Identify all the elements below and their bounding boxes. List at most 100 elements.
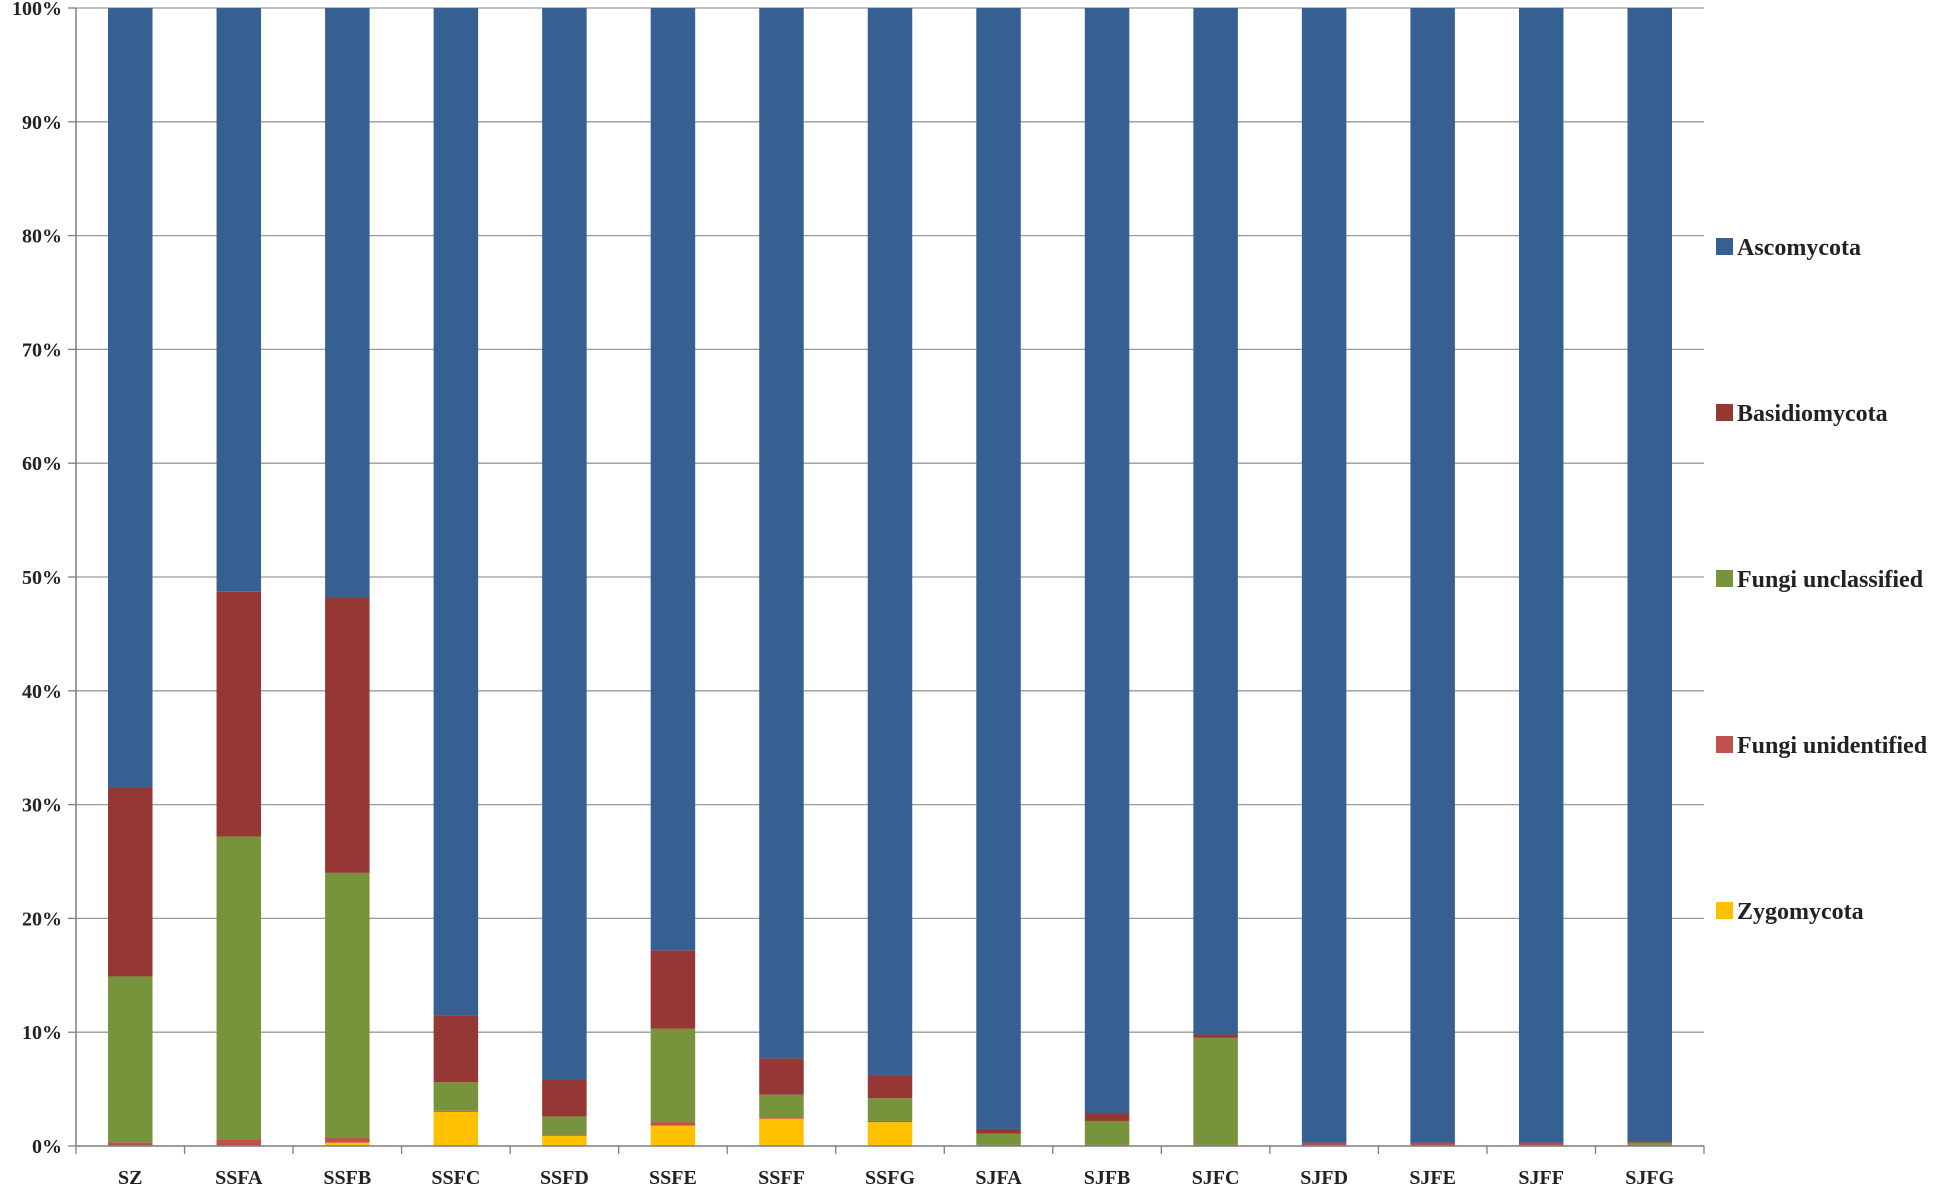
bar-segment-basidiomycota: [1193, 1034, 1238, 1038]
legend-swatch: [1716, 404, 1733, 421]
bar-segment-fungi-unclassified: [1627, 1142, 1672, 1145]
bar-segment-ascomycota: [216, 8, 262, 592]
bar-segment-basidiomycota: [1410, 1142, 1455, 1144]
x-tick-label: SSFC: [431, 1167, 480, 1189]
legend-label: Ascomycota: [1737, 235, 1861, 261]
x-tick-label: SJFF: [1518, 1167, 1564, 1189]
x-axis-tick-labels: SZ SSFA SSFB SSFC SSFD SSFE SSFF SSFG SJFA SJFB SJ…: [118, 1167, 1675, 1189]
legend-label: Basidiomycota: [1737, 401, 1888, 427]
bar-segment-basidiomycota: [216, 591, 262, 837]
x-tick-label: SJFG: [1625, 1167, 1674, 1189]
bar-segment-fungi-unclassified: [216, 836, 262, 1140]
bar-segment-zygomycota: [759, 1118, 804, 1146]
bar-segment-basidiomycota: [867, 1075, 913, 1099]
x-tick-label: SSFA: [215, 1167, 263, 1189]
bar-segment-ascomycota: [1627, 8, 1672, 1142]
x-tick-label: SJFD: [1300, 1167, 1348, 1189]
legend-label: Fungi unidentified: [1737, 733, 1928, 759]
legend: Ascomycota Basidiomycota Fungi unclassifie…: [1716, 235, 1928, 925]
x-tick-label: SSFB: [323, 1167, 371, 1189]
y-tick-label: 10%: [22, 1022, 62, 1044]
bar-segment-ascomycota: [976, 8, 1021, 1129]
bar-segment-basidiomycota: [1084, 1112, 1130, 1121]
bar-segment-fungi-unclassified: [108, 976, 153, 1143]
bar-segment-basidiomycota: [433, 1015, 479, 1083]
x-tick-label: SSFE: [649, 1167, 697, 1189]
bar-segment-fungi-unclassified: [325, 872, 370, 1139]
bar-segment-fungi-unidentified: [108, 1142, 153, 1146]
bar-segment-fungi-unclassified: [976, 1133, 1021, 1145]
bar-segment-basidiomycota: [542, 1079, 587, 1117]
bar-segment-zygomycota: [650, 1125, 696, 1146]
bar-segment-zygomycota: [325, 1142, 370, 1146]
y-tick-label: 0%: [32, 1136, 62, 1158]
bar-segment-fungi-unidentified: [650, 1122, 696, 1126]
bar-segment-basidiomycota: [108, 787, 153, 977]
bar-segment-ascomycota: [1084, 8, 1130, 1113]
bar-segment-ascomycota: [867, 8, 913, 1076]
bar-segment-fungi-unidentified: [867, 1120, 913, 1123]
y-tick-label: 30%: [22, 795, 62, 817]
bar-segment-ascomycota: [108, 8, 153, 788]
x-tick-label: SSFF: [758, 1167, 805, 1189]
bar-segment-ascomycota: [1193, 8, 1238, 1035]
x-tick-label: SJFA: [975, 1167, 1022, 1189]
bar-segment-fungi-unidentified: [325, 1138, 370, 1143]
bar-segment-ascomycota: [1518, 8, 1564, 1143]
y-tick-label: 90%: [22, 112, 62, 134]
y-tick-label: 60%: [22, 453, 62, 475]
bar-segment-basidiomycota: [1518, 1142, 1564, 1144]
bar-segment-ascomycota: [650, 8, 696, 951]
bar-segment-fungi-unidentified: [433, 1110, 479, 1112]
bar-segment-fungi-unclassified: [433, 1082, 479, 1111]
legend-swatch: [1716, 736, 1733, 753]
bar-segment-basidiomycota: [325, 597, 370, 873]
axes: [68, 7, 1705, 1154]
bar-segment-fungi-unclassified: [867, 1098, 913, 1121]
bar-segment-zygomycota: [867, 1122, 913, 1146]
y-axis-tick-labels: 0% 10% 20% 30% 40% 50% 60% 70% 80% 90% 100%: [12, 0, 62, 1158]
bar-segment-fungi-unidentified: [1518, 1143, 1564, 1146]
bar-segment-fungi-unclassified: [759, 1094, 804, 1118]
bar-segment-fungi-unclassified: [542, 1116, 587, 1135]
bar-segment-basidiomycota: [650, 950, 696, 1029]
y-tick-label: 70%: [22, 339, 62, 361]
x-tick-label: SJFE: [1409, 1167, 1456, 1189]
x-tick-label: SZ: [118, 1167, 142, 1189]
x-tick-label: SJFB: [1084, 1167, 1131, 1189]
bar-segment-ascomycota: [325, 8, 370, 598]
x-tick-label: SSFD: [540, 1167, 589, 1189]
legend-label: Fungi unclassified: [1737, 567, 1924, 593]
bar-segment-ascomycota: [1410, 8, 1455, 1143]
bar-segment-ascomycota: [433, 8, 479, 1016]
bar-segment-basidiomycota: [1301, 1142, 1347, 1144]
bar-segment-ascomycota: [1301, 8, 1347, 1143]
y-tick-label: 100%: [12, 0, 62, 20]
bar-segment-fungi-unidentified: [1410, 1143, 1455, 1146]
bar-segment-basidiomycota: [1627, 1141, 1672, 1143]
bar-segment-zygomycota: [433, 1111, 479, 1146]
bar-segment-ascomycota: [542, 8, 587, 1080]
y-tick-label: 80%: [22, 226, 62, 248]
bar-segment-fungi-unidentified: [542, 1134, 587, 1136]
bar-segment-ascomycota: [759, 8, 804, 1059]
bar-segment-basidiomycota: [976, 1128, 1021, 1134]
y-tick-label: 20%: [22, 908, 62, 930]
bar-segment-basidiomycota: [759, 1058, 804, 1095]
bar-segment-fungi-unclassified: [1084, 1120, 1130, 1145]
y-tick-label: 40%: [22, 681, 62, 703]
bar-segment-fungi-unidentified: [759, 1117, 804, 1119]
legend-label: Zygomycota: [1737, 899, 1864, 925]
bar-segment-fungi-unclassified: [650, 1028, 696, 1123]
x-tick-label: SSFG: [865, 1167, 915, 1189]
bar-segment-zygomycota: [542, 1135, 587, 1146]
bars: [108, 8, 1672, 1146]
bar-segment-fungi-unidentified: [216, 1139, 262, 1146]
y-tick-label: 50%: [22, 567, 62, 589]
legend-swatch: [1716, 570, 1733, 587]
legend-swatch: [1716, 902, 1733, 919]
x-tick-label: SJFC: [1192, 1167, 1240, 1189]
legend-swatch: [1716, 238, 1733, 255]
